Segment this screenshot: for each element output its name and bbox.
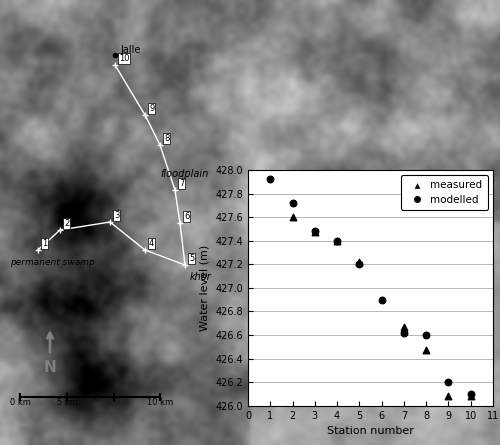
Point (422, 332, 430, 339)
Text: 7: 7 (179, 179, 184, 188)
Legend: measured, modelled: measured, modelled (402, 175, 488, 210)
Y-axis label: Water level (m): Water level (m) (200, 245, 209, 331)
Point (444, 379, 452, 386)
Text: floodplain: floodplain (160, 169, 208, 179)
Point (311, 229, 319, 236)
Point (444, 393, 452, 400)
Point (333, 237, 341, 244)
Point (466, 393, 474, 400)
Point (378, 296, 386, 303)
Point (333, 237, 341, 244)
Text: Baidit/Padak: Baidit/Padak (335, 372, 396, 382)
Point (311, 228, 319, 235)
Text: 5: 5 (189, 254, 194, 263)
Text: 0 km: 0 km (10, 398, 30, 407)
Point (266, 176, 274, 183)
Point (466, 390, 474, 397)
Text: 8: 8 (164, 134, 170, 143)
Point (422, 347, 430, 354)
Text: 9: 9 (149, 104, 154, 113)
Text: 5 km: 5 km (56, 398, 78, 407)
Point (400, 329, 408, 336)
Point (400, 323, 408, 330)
Text: permanent swamp: permanent swamp (10, 258, 95, 267)
Point (356, 259, 364, 266)
Text: 4: 4 (149, 239, 154, 248)
Text: 10 km: 10 km (147, 398, 173, 407)
Text: N: N (44, 360, 57, 375)
Text: 6: 6 (184, 212, 190, 221)
X-axis label: Station number: Station number (327, 426, 414, 436)
Point (288, 214, 296, 221)
Text: khor: khor (190, 272, 212, 282)
Text: Jalle: Jalle (120, 45, 141, 55)
Text: 1: 1 (42, 239, 47, 248)
Text: 10: 10 (119, 54, 130, 63)
Text: 2: 2 (64, 219, 69, 228)
Point (288, 199, 296, 206)
Text: 3: 3 (114, 211, 119, 220)
Point (356, 261, 364, 268)
